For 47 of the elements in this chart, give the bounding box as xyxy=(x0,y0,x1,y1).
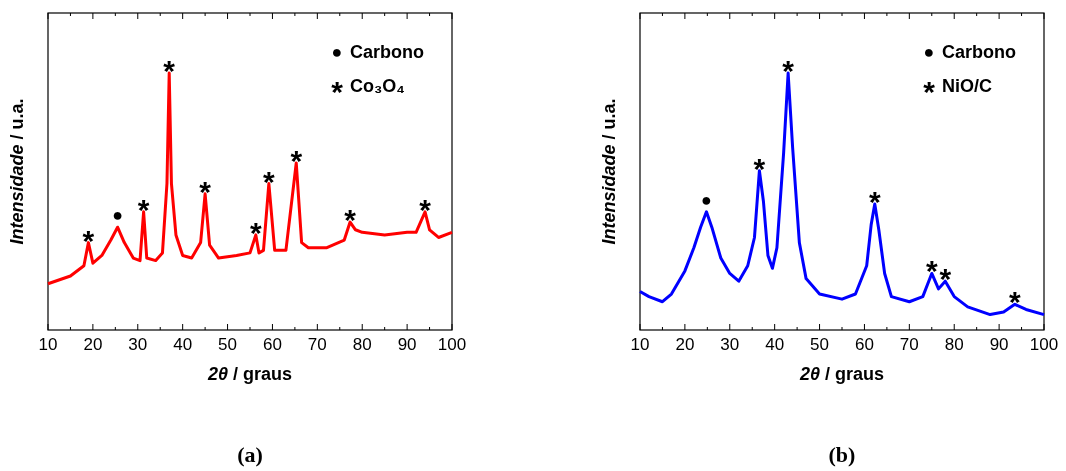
y-axis-title: Intensidade / u.a. xyxy=(599,98,619,245)
annotation: * xyxy=(199,174,212,208)
x-tick-label: 40 xyxy=(765,335,785,354)
x-tick-label: 80 xyxy=(352,335,372,354)
annotation: * xyxy=(1008,285,1021,319)
annotation: ● xyxy=(112,205,124,226)
annotation: * Co₃O₄ xyxy=(331,75,405,108)
annotation: * xyxy=(163,54,176,87)
text: (a) xyxy=(237,442,263,467)
annotation: * xyxy=(925,254,938,288)
x-tick-label: 90 xyxy=(397,335,417,354)
annotation: * xyxy=(753,151,766,185)
text: ● Carbono xyxy=(923,42,1016,62)
x-tick-label: 10 xyxy=(38,335,58,354)
x-tick-label: 90 xyxy=(989,335,1009,354)
x-tick-label: 80 xyxy=(944,335,964,354)
text: ● Carbono xyxy=(331,42,424,62)
x-tick-label: 60 xyxy=(854,335,874,354)
x-tick-label: 20 xyxy=(675,335,695,354)
x-tick-label: 50 xyxy=(810,335,830,354)
annotation: * xyxy=(82,223,95,257)
x-tick-label: 60 xyxy=(262,335,282,354)
annotation: * xyxy=(249,215,262,249)
x-tick-label: 40 xyxy=(173,335,193,354)
x-tick-label: 30 xyxy=(128,335,148,354)
x-tick-label: 100 xyxy=(437,335,467,354)
x-axis-title: 2θ / graus xyxy=(798,364,885,384)
x-tick-label: 70 xyxy=(899,335,919,354)
x-tick-label: 20 xyxy=(83,335,103,354)
x-axis-title: 2θ / graus xyxy=(206,364,293,384)
x-tick-label: 30 xyxy=(720,335,740,354)
annotation: ● xyxy=(701,189,712,210)
x-tick-label: 70 xyxy=(307,335,327,354)
annotation: * xyxy=(263,164,276,198)
x-tick-label: 100 xyxy=(1029,335,1059,354)
annotation: * xyxy=(290,143,303,177)
y-axis-title: Intensidade / u.a. xyxy=(7,98,27,245)
annotation: * xyxy=(137,192,150,226)
x-tick-label: 10 xyxy=(630,335,650,354)
x-tick-label: 50 xyxy=(218,335,238,354)
annotation: * xyxy=(868,185,881,219)
annotation: * xyxy=(939,262,952,296)
annotation: * NiO/C xyxy=(923,75,993,108)
annotation: * xyxy=(419,192,432,226)
annotation: * xyxy=(782,54,795,87)
annotation: * xyxy=(344,203,357,237)
text: (b) xyxy=(828,442,856,467)
